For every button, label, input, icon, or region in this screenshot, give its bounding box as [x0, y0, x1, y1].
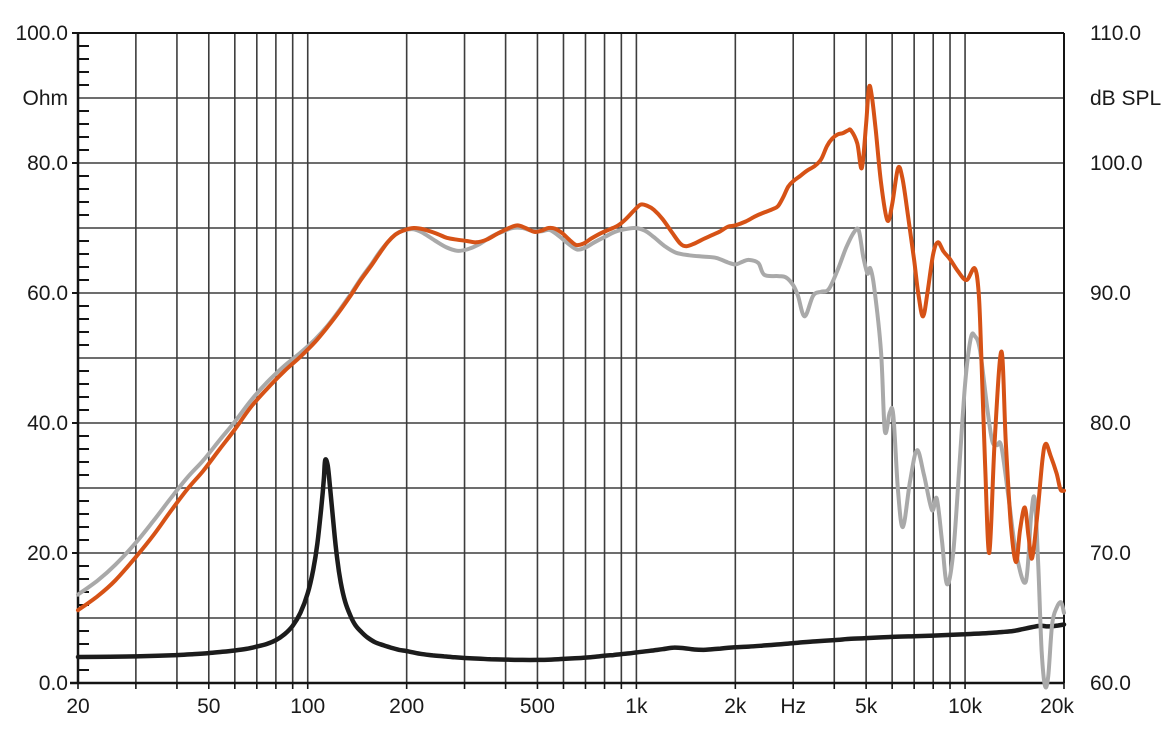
x-tick-label: 500 — [520, 695, 555, 718]
y-left-tick-label: 0.0 — [39, 672, 68, 695]
y-left-tick-label: 40.0 — [27, 412, 68, 435]
y-left-unit-label: Ohm — [22, 87, 68, 110]
y-right-tick-label: 60.0 — [1090, 672, 1131, 695]
spl-on-axis-curve — [76, 83, 1066, 613]
x-tick-label: 200 — [389, 695, 424, 718]
x-unit-label: Hz — [780, 695, 806, 718]
x-tick-label: 50 — [197, 695, 220, 718]
y-right-unit-label: dB SPL — [1090, 87, 1161, 110]
y-left-tick-label: 60.0 — [27, 282, 68, 305]
y-right-tick-label: 80.0 — [1090, 412, 1131, 435]
impedance-curve — [75, 457, 1067, 663]
y-right-tick-label: 90.0 — [1090, 282, 1131, 305]
x-tick-label: 100 — [290, 695, 325, 718]
y-right-tick-label: 70.0 — [1090, 542, 1131, 565]
x-tick-label: 1k — [625, 695, 648, 718]
y-left-tick-label: 80.0 — [27, 152, 68, 175]
x-tick-label: 20 — [66, 695, 89, 718]
x-tick-label: 20k — [1040, 695, 1074, 718]
y-left-tick-label: 20.0 — [27, 542, 68, 565]
y-right-tick-label: 100.0 — [1090, 152, 1143, 175]
x-tick-label: 5k — [855, 695, 878, 718]
x-tick-label: 10k — [948, 695, 982, 718]
x-tick-label: 2k — [724, 695, 747, 718]
y-right-tick-label: 110.0 — [1090, 22, 1141, 45]
y-left-tick-label: 100.0 — [15, 22, 68, 45]
